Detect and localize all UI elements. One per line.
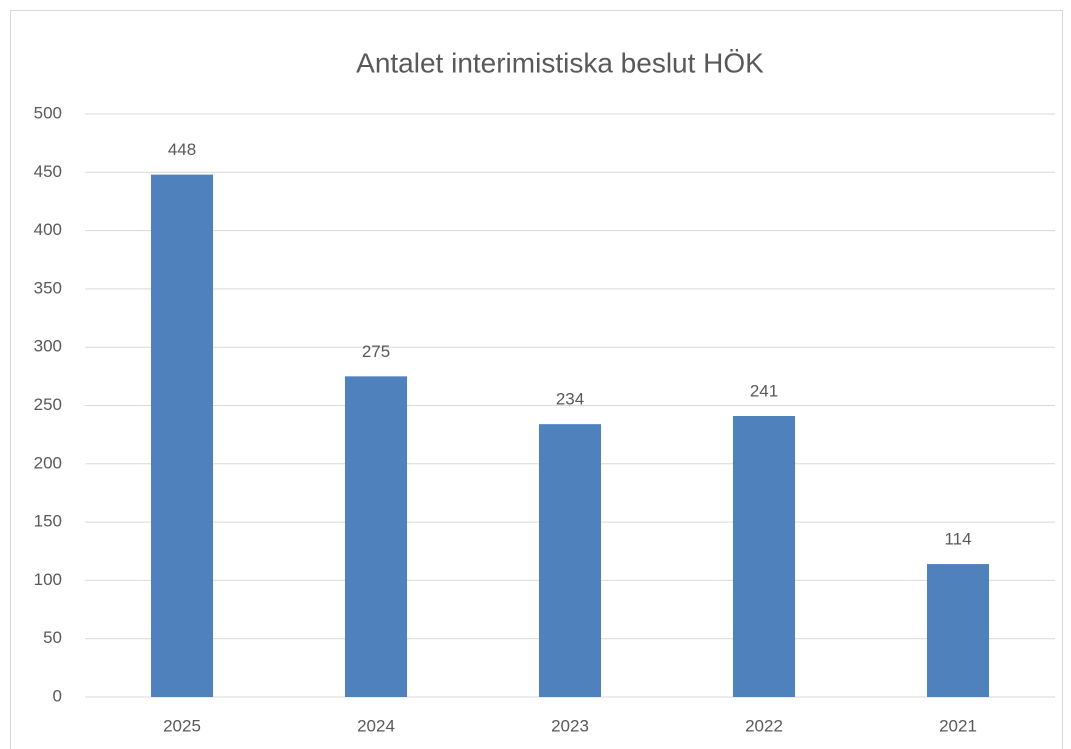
- data-label: 241: [750, 381, 778, 400]
- bar: [926, 564, 990, 697]
- bar: [732, 415, 796, 697]
- bar: [344, 376, 408, 697]
- y-tick-label: 100: [34, 570, 62, 589]
- y-tick-label: 350: [34, 278, 62, 297]
- y-tick-label: 250: [34, 395, 62, 414]
- y-tick-label: 450: [34, 162, 62, 181]
- y-tick-label: 400: [34, 220, 62, 239]
- y-tick-label: 150: [34, 512, 62, 531]
- x-tick-label: 2021: [939, 716, 977, 735]
- y-tick-label: 50: [43, 628, 62, 647]
- y-tick-label: 300: [34, 337, 62, 356]
- y-tick-label: 500: [34, 103, 62, 122]
- data-label: 234: [556, 390, 584, 409]
- y-tick-label: 200: [34, 453, 62, 472]
- data-label: 275: [362, 342, 390, 361]
- x-tick-label: 2023: [551, 716, 589, 735]
- bar: [538, 424, 602, 697]
- x-tick-label: 2024: [357, 716, 395, 735]
- chart-title: Antalet interimistiska beslut HÖK: [356, 47, 764, 78]
- data-label: 114: [944, 530, 971, 549]
- data-label: 448: [168, 140, 196, 159]
- x-tick-label: 2022: [745, 716, 783, 735]
- x-tick-label: 2025: [163, 716, 201, 735]
- bar: [150, 174, 214, 697]
- y-tick-label: 0: [53, 686, 62, 705]
